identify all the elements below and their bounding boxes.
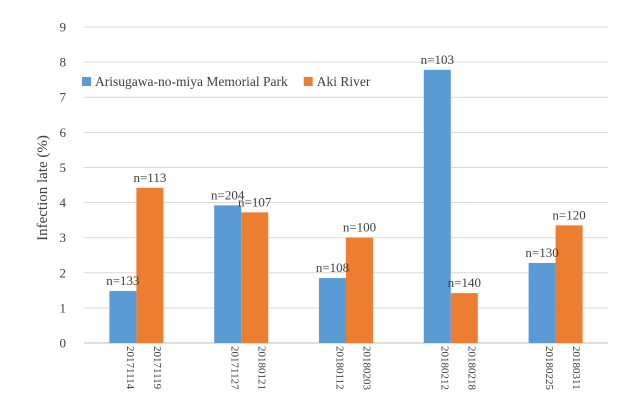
bar <box>109 291 137 343</box>
bar <box>423 69 451 343</box>
x-tick-label: 20180311 <box>570 346 582 390</box>
y-tick-label: 0 <box>60 336 67 351</box>
data-label: n=133 <box>106 273 139 288</box>
y-tick-label: 3 <box>60 230 67 245</box>
legend: Arisugawa-no-miya Memorial Park Aki River <box>82 74 371 89</box>
bar <box>450 293 478 343</box>
x-tick-label: 20180112 <box>334 346 346 390</box>
legend-swatch <box>82 77 91 86</box>
x-tick-label: 20180212 <box>438 346 450 390</box>
data-label: n=100 <box>343 220 376 235</box>
y-tick-label: 9 <box>60 20 67 35</box>
data-label: n=113 <box>133 170 166 185</box>
y-tick-label: 8 <box>60 55 67 70</box>
y-tick-label: 4 <box>60 195 67 210</box>
data-label: n=107 <box>238 194 272 209</box>
gridlines <box>84 26 608 344</box>
data-label: n=103 <box>421 52 454 67</box>
bar <box>241 212 269 343</box>
x-axis-ticks: 20171114 20171119 20171127 20180121 20180112… <box>124 346 582 391</box>
y-tick-label: 2 <box>60 265 67 280</box>
x-tick-label: 20180225 <box>543 346 555 391</box>
bar <box>346 237 373 343</box>
bar <box>136 187 164 343</box>
bar <box>319 278 346 343</box>
y-axis-ticks: 0 1 2 3 4 5 6 7 8 9 <box>60 20 67 351</box>
data-label: n=120 <box>552 207 585 222</box>
bar <box>214 205 242 343</box>
data-label: n=204 <box>211 187 245 202</box>
bar <box>528 262 556 343</box>
x-tick-label: 20180218 <box>465 346 477 391</box>
x-tick-label: 20171119 <box>151 346 163 390</box>
x-tick-label: 20171127 <box>229 346 241 390</box>
y-tick-label: 6 <box>60 125 67 140</box>
bars <box>109 69 583 343</box>
x-tick-label: 20171114 <box>124 346 136 390</box>
bar <box>555 225 583 343</box>
y-tick-label: 1 <box>60 300 67 315</box>
legend-swatch <box>303 77 313 86</box>
y-tick-label: 7 <box>60 90 67 105</box>
legend-label: Arisugawa-no-miya Memorial Park <box>95 74 288 89</box>
legend-label: Aki River <box>317 74 371 89</box>
x-tick-label: 20180121 <box>256 346 268 390</box>
data-label: n=130 <box>525 245 558 260</box>
data-label: n=108 <box>316 260 349 275</box>
x-tick-label: 20180203 <box>361 346 373 391</box>
data-label: n=140 <box>448 275 481 290</box>
y-tick-label: 5 <box>60 160 67 175</box>
y-axis-label: Infection late (%) <box>35 135 51 241</box>
